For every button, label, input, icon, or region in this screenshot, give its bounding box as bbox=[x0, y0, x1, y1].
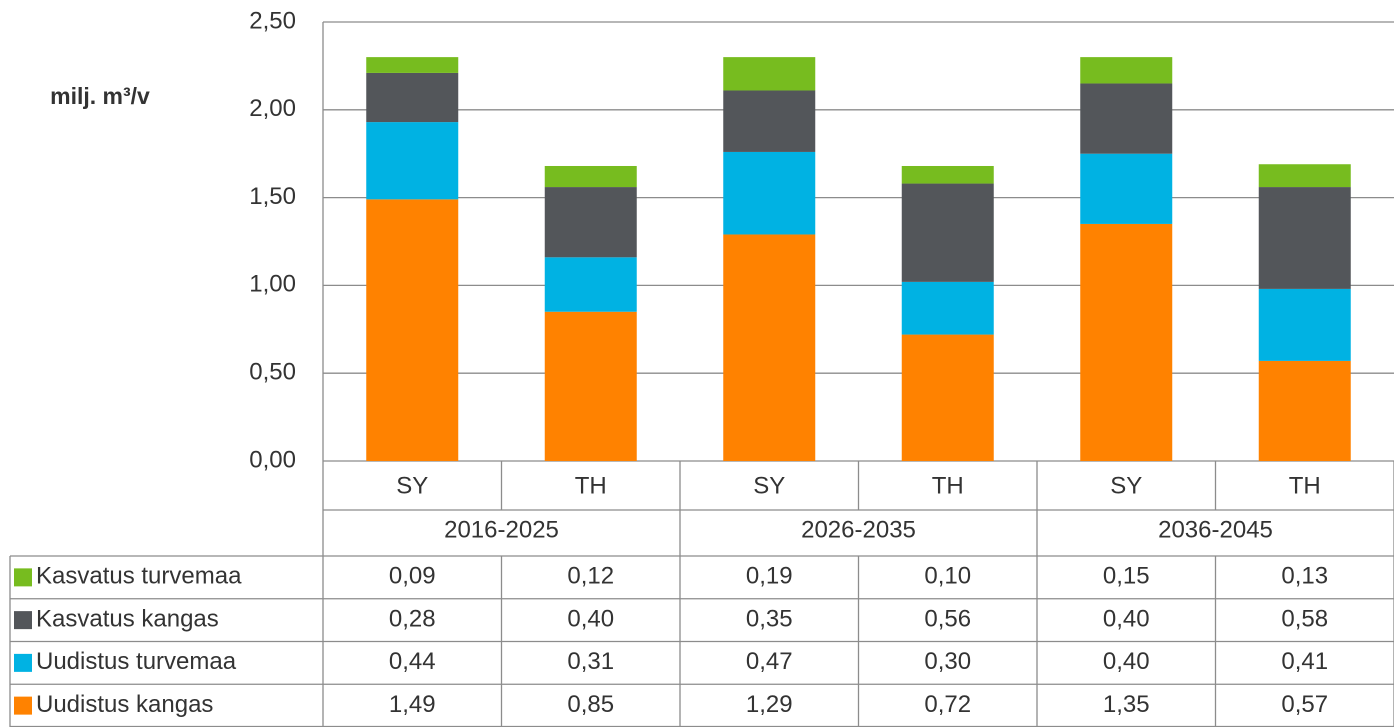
table-value: 0,57 bbox=[1281, 691, 1328, 718]
table-value: 0,41 bbox=[1281, 648, 1328, 675]
table-value: 0,09 bbox=[389, 563, 436, 590]
bar-segment bbox=[544, 311, 637, 461]
legend-swatch bbox=[14, 611, 32, 630]
y-tick-label: 1,50 bbox=[249, 183, 296, 210]
table-value: 0,15 bbox=[1103, 563, 1150, 590]
table-value: 0,35 bbox=[746, 605, 793, 632]
bar-segment bbox=[1080, 153, 1173, 224]
table-value: 0,40 bbox=[567, 605, 614, 632]
table-value: 1,49 bbox=[389, 691, 436, 718]
y-tick-label: 0,00 bbox=[249, 446, 296, 473]
bar-segment bbox=[723, 151, 816, 235]
bar-segment bbox=[901, 183, 994, 282]
table-value: 0,85 bbox=[567, 691, 614, 718]
bar-segment bbox=[723, 57, 816, 91]
table-value: 0,40 bbox=[1103, 648, 1150, 675]
table-value: 0,28 bbox=[389, 605, 436, 632]
bar-segment bbox=[544, 187, 637, 258]
bar-segment bbox=[901, 281, 994, 335]
bar-segment bbox=[366, 57, 459, 73]
table-value: 0,19 bbox=[746, 563, 793, 590]
table-value: 0,13 bbox=[1281, 563, 1328, 590]
x-tick-label: SY bbox=[1110, 472, 1142, 499]
y-tick-label: 1,00 bbox=[249, 271, 296, 298]
table-value: 1,35 bbox=[1103, 691, 1150, 718]
table-value: 0,12 bbox=[567, 563, 614, 590]
legend-label: Uudistus kangas bbox=[36, 691, 213, 718]
x-tick-label: TH bbox=[932, 472, 964, 499]
bar-segment bbox=[1258, 187, 1351, 289]
x-tick-label: TH bbox=[1289, 472, 1321, 499]
table-value: 0,47 bbox=[746, 648, 793, 675]
table-value: 0,31 bbox=[567, 648, 614, 675]
table-value: 0,72 bbox=[924, 691, 971, 718]
legend-swatch bbox=[14, 653, 32, 672]
y-tick-label: 2,00 bbox=[249, 95, 296, 122]
bar-segment bbox=[723, 90, 816, 152]
bar-segment bbox=[901, 334, 994, 461]
bar-segment bbox=[1080, 57, 1173, 84]
legend-swatch bbox=[14, 568, 32, 587]
bar-segment bbox=[1080, 83, 1173, 154]
group-label: 2026-2035 bbox=[801, 516, 916, 543]
table-value: 0,30 bbox=[924, 648, 971, 675]
y-tick-label: 0,50 bbox=[249, 359, 296, 386]
legend-label: Uudistus turvemaa bbox=[36, 648, 237, 675]
group-label: 2036-2045 bbox=[1158, 516, 1273, 543]
legend-label: Kasvatus turvemaa bbox=[36, 563, 242, 590]
bar-segment bbox=[366, 122, 459, 200]
x-tick-label: SY bbox=[753, 472, 785, 499]
group-label: 2016-2025 bbox=[444, 516, 559, 543]
legend-label: Kasvatus kangas bbox=[36, 605, 219, 632]
x-tick-label: SY bbox=[396, 472, 428, 499]
bar-segment bbox=[901, 165, 994, 184]
y-tick-label: 2,50 bbox=[249, 7, 296, 34]
bar-segment bbox=[1258, 360, 1351, 461]
table-value: 0,44 bbox=[389, 648, 436, 675]
bar-segment bbox=[544, 165, 637, 188]
table-value: 0,58 bbox=[1281, 605, 1328, 632]
bar-segment bbox=[366, 72, 459, 123]
legend-swatch bbox=[14, 696, 32, 715]
x-tick-label: TH bbox=[575, 472, 607, 499]
bar-segment bbox=[366, 199, 459, 461]
bar-segment bbox=[544, 257, 637, 312]
bar-segment bbox=[723, 234, 816, 461]
bar-segment bbox=[1258, 164, 1351, 188]
bar-segment bbox=[1080, 223, 1173, 461]
table-value: 1,29 bbox=[746, 691, 793, 718]
table-value: 0,56 bbox=[924, 605, 971, 632]
bar-segment bbox=[1258, 288, 1351, 361]
table-value: 0,10 bbox=[924, 563, 971, 590]
y-axis-label: milj. m³/v bbox=[50, 83, 150, 109]
table-value: 0,40 bbox=[1103, 605, 1150, 632]
